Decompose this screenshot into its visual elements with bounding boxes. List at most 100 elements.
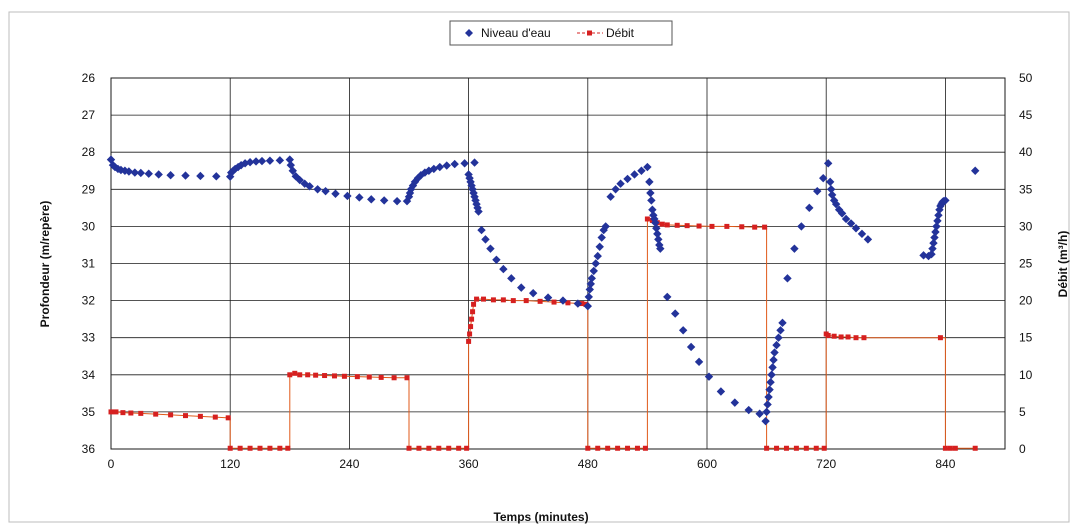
y-tick-label: 35 [82,405,96,419]
niveau-point [474,207,483,216]
y-tick-label: 26 [82,71,96,85]
niveau-point [116,165,126,175]
niveau-point [772,340,781,350]
niveau-point [648,205,657,214]
niveau-point [517,283,526,292]
y-tick-label: 36 [82,442,96,456]
niveau-point [744,405,753,415]
debit-point [625,445,631,451]
debit-point [446,445,452,451]
niveau-point [408,181,418,190]
debit-point [108,409,114,415]
niveau-point [435,162,444,172]
debit-point [225,415,231,421]
niveau-point [704,372,714,381]
niveau-point [934,211,943,220]
debit-point [406,445,412,451]
niveau-point [831,199,841,209]
debit-point [783,445,789,451]
niveau-point [764,392,773,402]
debit-point [471,301,477,307]
niveau-point [355,193,364,202]
niveau-point [774,333,783,342]
debit-point [739,224,745,230]
y-tick-label: 27 [82,108,96,122]
niveau-point [663,292,672,302]
x-tick-label: 720 [816,457,836,471]
debit-point [313,372,319,378]
niveau-point [593,251,602,261]
niveau-point [805,203,814,213]
niveau-point [928,244,937,253]
debit-point [247,445,253,451]
niveau-point [643,162,652,172]
niveau-point [776,326,785,335]
niveau-point [927,250,936,259]
niveau-point [470,192,479,201]
niveau-point [790,244,799,253]
niveau-point [651,218,660,227]
y2-tick-label: 10 [1019,368,1033,382]
debit-point [659,221,665,227]
niveau-point [583,301,592,311]
y2-tick-label: 30 [1019,219,1033,233]
debit-point [861,335,867,341]
debit-point [168,412,174,418]
niveau-point [585,285,594,294]
niveau-point [507,274,516,283]
x-tick-label: 480 [578,457,598,471]
debit-point [426,445,432,451]
niveau-point [295,175,304,185]
debit-point [664,222,670,228]
niveau-point [392,196,402,206]
y2-tick-label: 50 [1019,71,1033,85]
debit-point [285,445,291,451]
niveau-point [313,185,322,194]
niveau-point [467,181,476,190]
niveau-point [846,219,856,228]
niveau-point [379,196,389,205]
niveau-point [154,170,163,179]
y2-tick-labels: 0 5 10 15 20 25 30 35 40 45 50 [1019,71,1033,456]
niveau-point [450,159,459,169]
y-axis-title: Profondeur (m/repère) [38,201,52,328]
niveau-point [591,259,600,268]
debit-point [467,331,473,337]
y-tick-label: 34 [82,368,96,382]
x-tick-label: 120 [220,457,240,471]
debit-point [825,332,831,338]
niveau-point [424,166,434,175]
y2-tick-label: 35 [1019,182,1033,196]
niveau-point [829,196,839,205]
debit-point [113,409,119,415]
niveau-point [655,240,664,250]
debit-point [416,445,422,451]
debit-point [684,223,690,229]
debit-point [464,445,470,451]
x-tick-label: 0 [108,457,115,471]
niveau-point [935,205,944,214]
debit-point [468,324,474,330]
niveau-point [288,166,297,175]
y-tick-label: 31 [82,257,96,271]
debit-point [752,224,758,230]
legend: Niveau d'eau Débit [449,20,673,46]
niveau-point [477,225,486,235]
niveau-point [245,158,255,167]
niveau-point [763,400,772,409]
y-tick-label: 32 [82,294,96,308]
debit-point [456,445,462,451]
legend-box [449,20,673,46]
debit-point [267,445,273,451]
debit-point [332,373,337,379]
niveau-point [120,166,130,175]
debit-point [436,445,442,451]
y2-tick-label: 40 [1019,145,1033,159]
niveau-point [586,279,595,289]
niveau-point [305,182,314,191]
niveau-point [573,299,583,308]
debit-point [466,338,472,344]
debit-point [853,335,859,341]
x-axis-title: Temps (minutes) [493,510,588,524]
